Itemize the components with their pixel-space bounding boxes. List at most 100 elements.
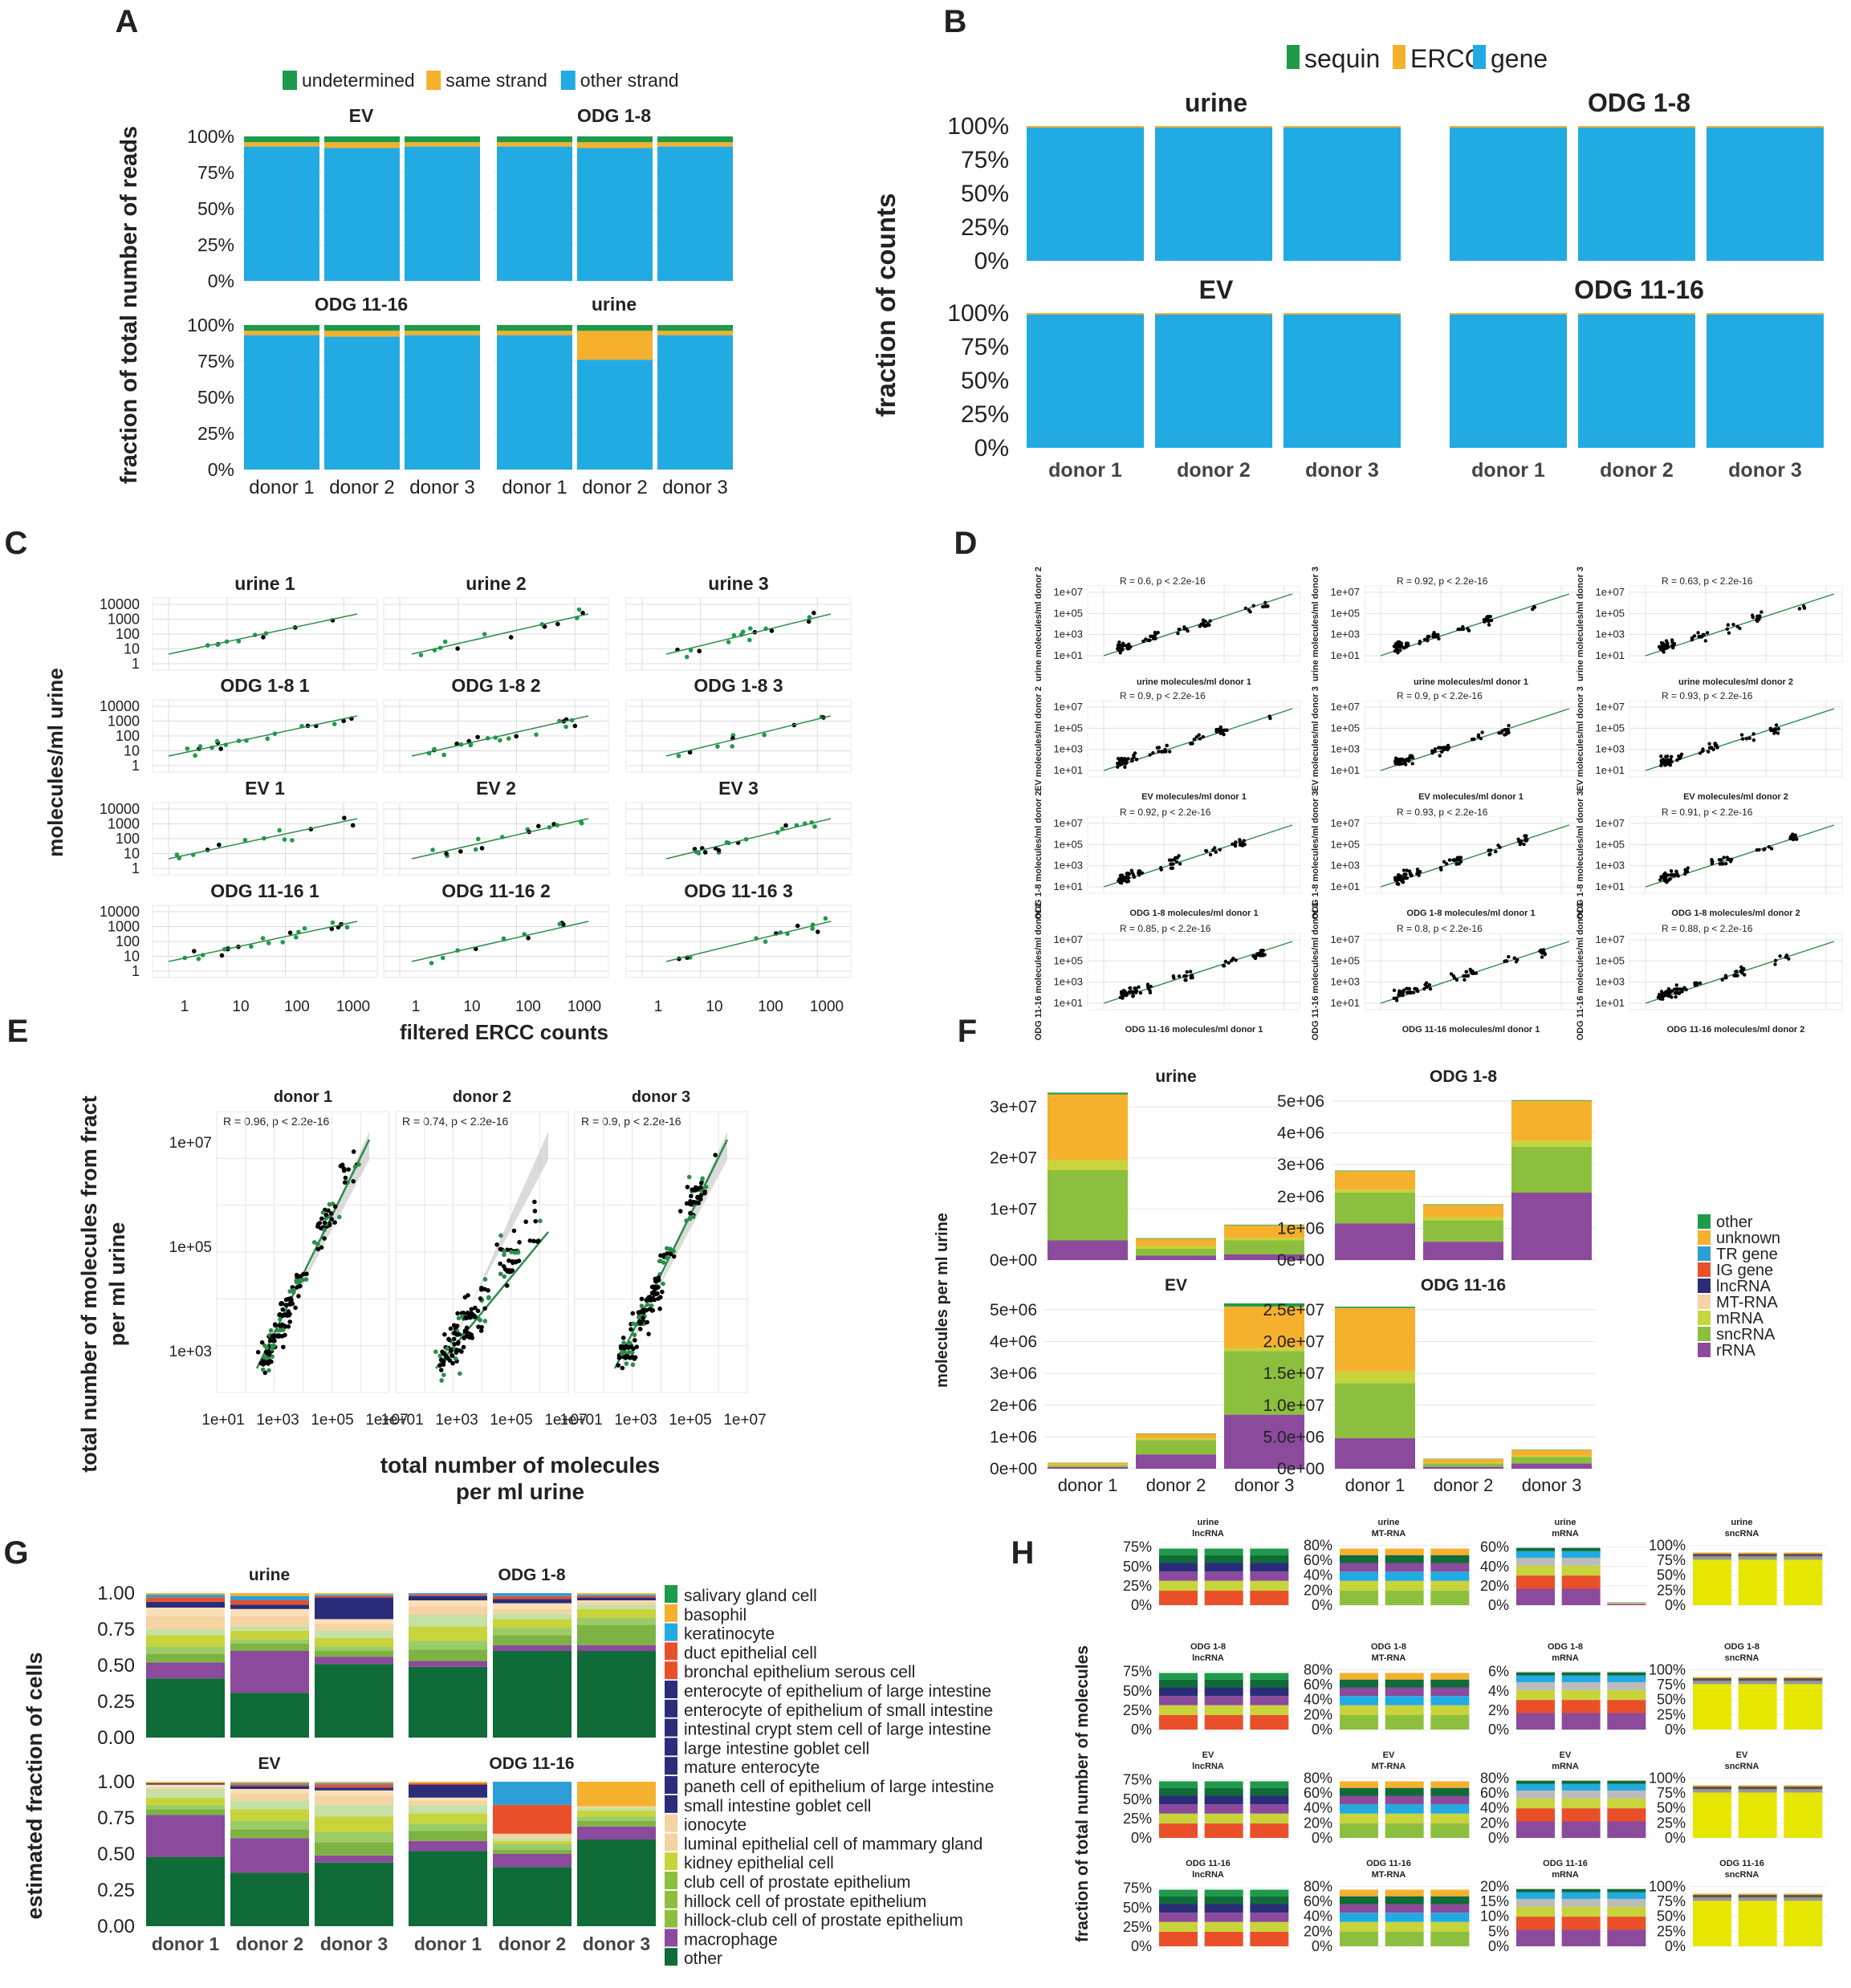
data-point (301, 1271, 306, 1277)
y-tick: 20% (1480, 1815, 1509, 1831)
bar-segment (1607, 1892, 1646, 1899)
y-tick: 1e+06 (1277, 1219, 1324, 1238)
bar-segment (577, 1596, 656, 1598)
facet-title: MT-RNA (1372, 1870, 1406, 1880)
bar-segment (577, 325, 653, 331)
bar-segment (1340, 1571, 1378, 1581)
data-point (1201, 734, 1205, 739)
data-point (1148, 990, 1153, 995)
legend-label: MT-RNA (1716, 1294, 1778, 1311)
bar-segment (1159, 1580, 1198, 1591)
y-axis-title: ODG 1-8 molecules/ml donor 3 (1576, 791, 1585, 919)
data-point (323, 1216, 328, 1221)
bar-segment (1516, 1917, 1555, 1930)
y-tick: 1e+07 (1330, 933, 1360, 945)
data-point (340, 1162, 345, 1168)
data-point (1776, 731, 1780, 735)
y-tick: 1e+03 (1330, 976, 1360, 988)
data-point (1426, 636, 1430, 640)
bar-segment (1561, 1898, 1601, 1907)
data-point (508, 635, 514, 640)
data-point (441, 752, 446, 758)
bar-segment (1224, 1240, 1304, 1254)
bar-segment (409, 1784, 487, 1798)
legend-key (665, 1852, 677, 1871)
facet-title: urine (1185, 88, 1247, 117)
data-point (236, 639, 242, 644)
y-axis-title: total number of molecules from fract (77, 1096, 101, 1473)
y-tick: 1e+05 (1330, 954, 1360, 966)
data-point (1261, 952, 1265, 957)
facet-title: EV (258, 1754, 280, 1773)
bar-segment (1159, 1781, 1198, 1788)
bar-segment (1784, 1554, 1823, 1557)
data-point (482, 1306, 487, 1311)
data-point (698, 1193, 704, 1198)
data-point (440, 955, 445, 961)
bar-segment (577, 1617, 656, 1625)
data-point (1467, 628, 1471, 633)
y-tick: 10 (124, 846, 140, 862)
bar-segment (1335, 1223, 1415, 1260)
data-point (479, 846, 485, 851)
data-point (294, 935, 299, 940)
data-point (684, 1201, 690, 1206)
bar-segment (577, 1782, 656, 1807)
bar-segment (1693, 1684, 1731, 1689)
bar-segment (1159, 1931, 1198, 1946)
data-point (475, 836, 481, 842)
data-point (1125, 647, 1130, 651)
legend-key (665, 1795, 677, 1813)
x-tick: donor 1 (414, 1933, 482, 1954)
bar-segment (1516, 1588, 1555, 1605)
y-tick: 4% (1488, 1683, 1509, 1699)
bar-segment (1159, 1679, 1198, 1688)
facet-title: EV (1199, 275, 1234, 304)
data-point (1452, 976, 1457, 980)
bar-segment (1430, 1921, 1470, 1932)
data-point (279, 1322, 285, 1327)
bar-segment (1607, 1888, 1646, 1892)
data-point (1393, 648, 1397, 653)
data-point (747, 637, 752, 643)
y-tick: 4e+06 (990, 1333, 1037, 1352)
data-point (629, 1344, 634, 1350)
bar-segment (1607, 1675, 1646, 1682)
bar-segment (1335, 1438, 1415, 1469)
legend-label: small intestine goblet cell (684, 1797, 871, 1815)
data-point (1204, 848, 1208, 853)
bar-segment (1693, 1677, 1731, 1679)
facet-title: EV 2 (476, 778, 516, 799)
data-point (620, 1352, 624, 1356)
x-axis-title: ODG 11-16 molecules/ml donor 1 (1125, 1025, 1263, 1035)
x-axis-title: EV molecules/ml donor 1 (1418, 792, 1524, 802)
bar-segment (1511, 1100, 1592, 1141)
data-point (1769, 847, 1774, 851)
bar-segment (1204, 1563, 1243, 1572)
data-point (514, 734, 519, 739)
legend-key (1698, 1262, 1711, 1277)
data-point (1397, 882, 1401, 886)
x-axis-title: EV molecules/ml donor 2 (1683, 792, 1788, 802)
data-point (702, 850, 708, 855)
bar-segment (1693, 1563, 1731, 1569)
data-point (1259, 949, 1264, 953)
stat-label: R = 0.6, p < 2.2e-16 (1120, 575, 1206, 587)
legend-label: enterocyte of epithelium of large intest… (684, 1682, 991, 1701)
data-point (563, 724, 568, 730)
y-axis-title: ODG 1-8 molecules/ml donor 3 (1311, 791, 1320, 919)
data-point (1499, 730, 1503, 735)
data-point (293, 1305, 298, 1311)
data-point (1690, 636, 1694, 640)
bar-segment (1250, 1571, 1289, 1581)
bar-segment (1693, 1693, 1731, 1730)
bar-segment (1516, 1780, 1555, 1784)
data-point (275, 1333, 279, 1339)
bar-segment (1511, 1146, 1592, 1193)
bar-segment (657, 335, 733, 470)
data-point (342, 815, 347, 820)
y-tick: 0% (1665, 1938, 1686, 1954)
y-tick: 100% (1649, 1770, 1686, 1786)
facet-title: ODG 1-8 2 (451, 675, 540, 696)
y-tick: 1e+03 (1595, 976, 1625, 988)
